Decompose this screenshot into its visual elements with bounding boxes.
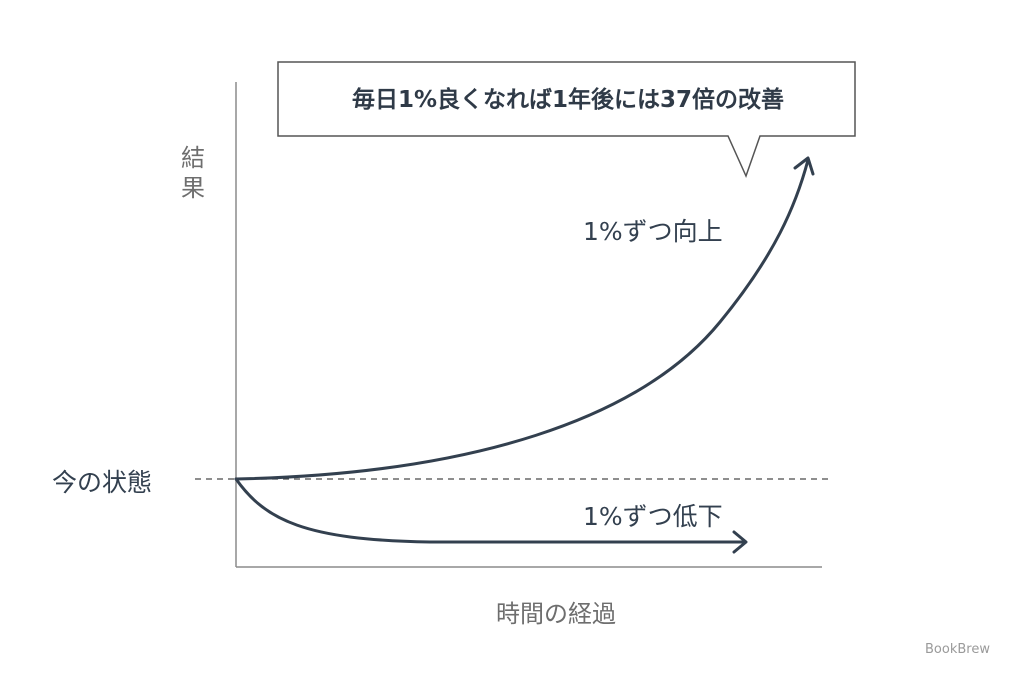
improve-curve <box>234 158 810 481</box>
callout-text: 毎日1%良くなれば1年後には37倍の改善 <box>351 87 785 113</box>
decline-label: 1%ずつ低下 <box>583 502 723 531</box>
y-axis-label-char-1: 結 <box>181 144 205 172</box>
y-axis-label: 結 果 <box>178 143 208 203</box>
improve-label: 1%ずつ向上 <box>583 217 723 246</box>
x-axis-label: 時間の経過 <box>496 600 616 628</box>
improve-arrowhead <box>793 156 815 176</box>
decline-arrowhead <box>732 530 748 554</box>
decline-curve <box>234 477 746 544</box>
baseline-label: 今の状態 <box>52 468 153 497</box>
y-axis-label-char-2: 果 <box>181 174 205 202</box>
brand-watermark: BookBrew <box>925 642 990 657</box>
callout-bubble <box>277 61 856 179</box>
